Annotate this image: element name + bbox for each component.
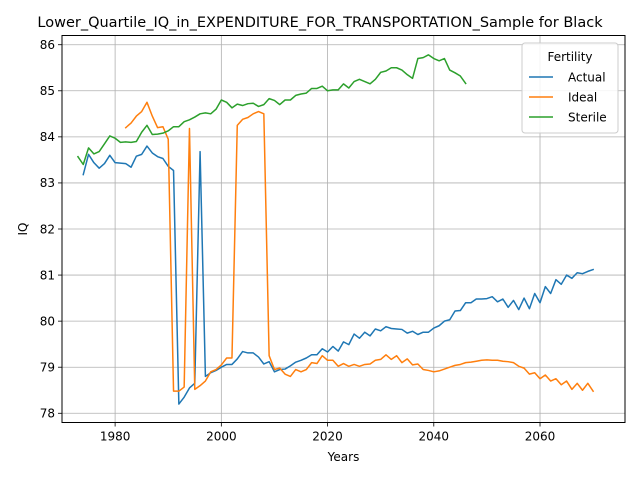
y-tick-label: 84 [40, 130, 55, 144]
series-line-sterile [76, 54, 467, 166]
y-tick-label: 81 [40, 268, 55, 282]
y-axis-label: IQ [16, 223, 30, 236]
y-tick-label: 78 [40, 407, 55, 421]
x-axis-ticks: 1980 2000 2020 2040 2060 [100, 422, 556, 444]
legend-label-sterile: Sterile [568, 111, 607, 125]
series-lines [76, 54, 595, 405]
x-axis-label: Years [327, 450, 360, 464]
chart-title: Lower_Quartile_IQ_in_EXPENDITURE_FOR_TRA… [37, 15, 603, 31]
x-tick-label: 2020 [312, 430, 343, 444]
x-tick-label: 2060 [525, 430, 556, 444]
y-tick-label: 83 [40, 176, 55, 190]
y-tick-label: 80 [40, 314, 55, 328]
legend-title: Fertility [547, 50, 592, 64]
y-axis-ticks: 78 79 80 81 82 83 84 85 86 [40, 38, 62, 421]
y-tick-label: 85 [40, 84, 55, 98]
x-tick-label: 2040 [419, 430, 450, 444]
y-tick-label: 82 [40, 222, 55, 236]
x-tick-label: 1980 [100, 430, 131, 444]
grid-lines [62, 35, 625, 423]
legend-label-ideal: Ideal [568, 91, 597, 105]
y-tick-label: 86 [40, 38, 55, 52]
series-line-ideal [124, 101, 595, 393]
x-tick-label: 2000 [206, 430, 237, 444]
legend-label-actual: Actual [568, 71, 606, 85]
legend: Fertility Actual Ideal Sterile [521, 42, 619, 134]
y-tick-label: 79 [40, 361, 55, 375]
legend-box [521, 42, 619, 134]
